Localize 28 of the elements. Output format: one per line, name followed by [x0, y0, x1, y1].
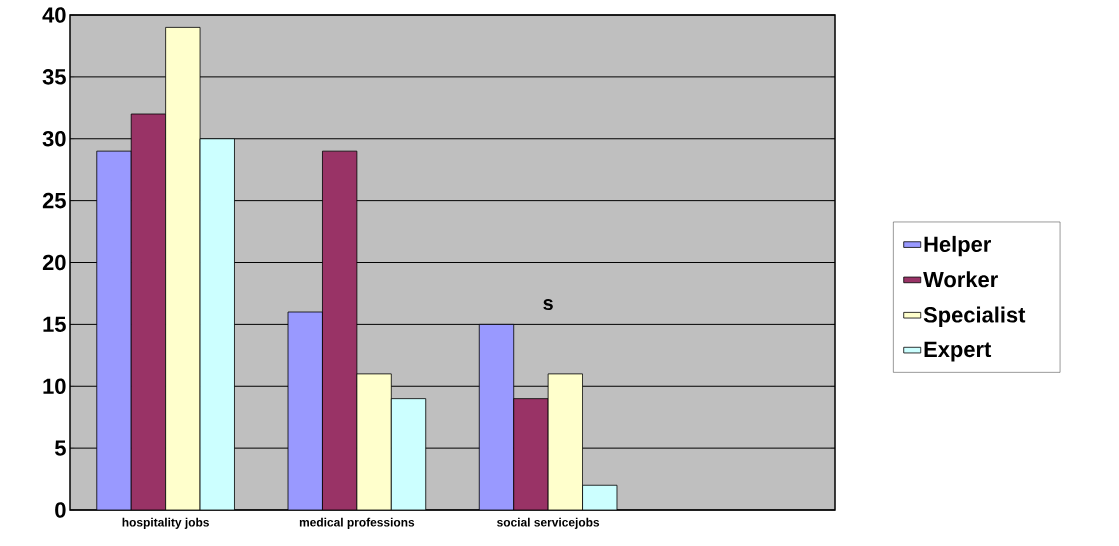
legend-label: Specialist: [923, 306, 1026, 327]
y-tick-label: 0: [55, 502, 66, 518]
x-tick-label: hospitality jobs: [122, 517, 209, 529]
bar: [513, 398, 549, 510]
bar: [390, 398, 427, 510]
y-tick-label: 25: [42, 192, 66, 209]
bar: [165, 26, 201, 510]
y-tick-label: 35: [42, 69, 66, 85]
y-tick-label: 30: [42, 130, 66, 147]
legend-label: Worker: [923, 271, 998, 288]
y-tick-label: 40: [42, 7, 66, 23]
annotation: s: [543, 299, 553, 311]
y-tick-label: 10: [43, 378, 66, 395]
bar: [478, 323, 515, 510]
x-tick-label: medical professions: [299, 517, 415, 529]
y-tick-label: 15: [43, 316, 66, 333]
legend-label: Expert: [924, 341, 992, 362]
bar: [322, 150, 358, 510]
bar: [356, 373, 392, 510]
x-tick-label: social servicejobs: [497, 517, 600, 529]
legend-label: Helper: [924, 235, 991, 257]
bar: [199, 138, 235, 510]
y-tick-label: 5: [54, 440, 66, 456]
bar: [130, 113, 167, 510]
bar: [287, 311, 323, 510]
y-tick-label: 20: [42, 254, 66, 271]
bar: [96, 150, 132, 510]
bar: [547, 373, 583, 510]
